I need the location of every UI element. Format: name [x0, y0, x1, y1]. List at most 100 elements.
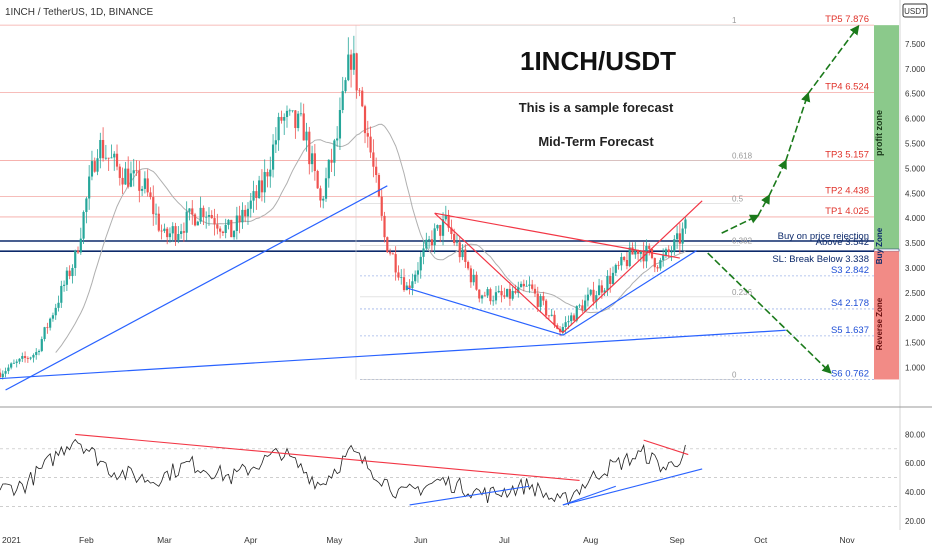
candle-body	[85, 198, 88, 213]
candle-body	[525, 285, 528, 287]
candle-body	[185, 211, 188, 233]
level-label: S5 1.637	[831, 325, 869, 336]
candle-body	[154, 213, 158, 215]
candle-body	[283, 117, 286, 121]
profit-zone-label: profit zone	[874, 110, 884, 156]
candle-body	[129, 173, 133, 187]
forecast-arrow-tp2	[757, 194, 770, 217]
candle-body	[542, 296, 545, 301]
candle-body	[492, 300, 495, 302]
candle-body	[141, 188, 144, 191]
currency-badge[interactable]	[902, 3, 928, 18]
candle-body	[199, 207, 202, 222]
candle-body	[347, 54, 350, 81]
wedge-upper-line	[434, 212, 564, 334]
candle-body	[244, 209, 247, 217]
candle-body	[280, 116, 283, 121]
candle-body	[15, 361, 18, 363]
reverse-zone-band	[874, 251, 899, 380]
candle-body	[277, 116, 280, 141]
candle-body	[291, 110, 294, 112]
candle-body	[149, 192, 152, 198]
candle-body	[241, 209, 244, 223]
candle-body	[107, 157, 110, 159]
candle-body	[349, 54, 353, 70]
candle-body	[533, 288, 537, 294]
candle-body	[32, 354, 35, 358]
time-tick-label: Sep	[670, 535, 685, 545]
candle-body	[174, 226, 177, 240]
candle-body	[76, 250, 80, 253]
candle-body	[561, 327, 564, 332]
time-tick-label: Apr	[244, 535, 257, 545]
candle-body	[656, 267, 659, 269]
osc-support-line-2	[562, 485, 616, 506]
candle-body	[118, 166, 121, 178]
candle-body	[372, 152, 375, 167]
candle-body	[636, 250, 640, 254]
candle-body	[1, 373, 4, 378]
candle-body	[550, 314, 553, 316]
osc-support-line-1	[409, 485, 530, 506]
reverse-zone-label: Reverse Zone	[875, 297, 884, 350]
candle-body	[35, 352, 38, 355]
price-tick-label: 7.000	[905, 65, 926, 74]
candle-body	[163, 228, 166, 232]
candle-body	[625, 259, 629, 267]
candle-body	[639, 251, 642, 254]
forecast-arrow-tp1	[721, 214, 760, 234]
time-tick-label: Jun	[414, 535, 428, 545]
osc-resistance-line-2	[643, 439, 689, 456]
candle-body	[191, 208, 194, 215]
level-label: SL: Break Below 3.338	[772, 254, 869, 265]
candle-body	[232, 230, 236, 238]
candle-body	[322, 198, 325, 201]
candle-body	[670, 251, 673, 253]
candle-body	[143, 178, 146, 189]
candle-body	[603, 290, 606, 293]
osc-support-line-3	[562, 468, 703, 506]
time-tick-label: Mar	[157, 535, 172, 545]
candle-body	[586, 294, 590, 301]
candle-body	[210, 215, 213, 219]
forecast-title: 1INCH/USDT	[520, 46, 676, 76]
candle-body	[464, 249, 467, 262]
time-tick-label: Oct	[754, 535, 768, 545]
candle-body	[341, 91, 344, 110]
candle-body	[597, 285, 601, 296]
candle-body	[40, 339, 43, 351]
candle-body	[572, 315, 576, 321]
candle-body	[536, 293, 539, 307]
candle-body	[430, 239, 433, 246]
price-axis-background	[900, 0, 932, 550]
candle-body	[182, 231, 186, 233]
candle-body	[57, 302, 60, 308]
candle-body	[308, 131, 311, 165]
currency-badge-label: USDT	[904, 7, 926, 16]
osc-tick-label: 20.00	[905, 517, 926, 526]
candle-body	[361, 90, 364, 107]
candle-body	[221, 231, 225, 233]
candle-body	[93, 161, 96, 172]
price-tick-label: 6.000	[905, 115, 926, 124]
falling-resistance-line	[434, 212, 680, 259]
forecast-subtitle: This is a sample forecast	[519, 100, 674, 115]
fib-label: 0.618	[732, 152, 753, 161]
candle-body	[330, 159, 333, 163]
buy-zone-label: Buy Zone	[875, 227, 884, 264]
price-tick-label: 4.500	[905, 189, 926, 198]
price-tick-label: 2.500	[905, 289, 926, 298]
candle-body	[531, 284, 534, 289]
candle-body	[146, 178, 149, 193]
candle-body	[115, 153, 119, 167]
candle-body	[659, 260, 662, 269]
candle-body	[18, 358, 21, 362]
candle-body	[673, 239, 676, 252]
forecast-arrow-tp4	[784, 91, 811, 162]
candle-body	[664, 249, 668, 256]
candle-body	[419, 256, 422, 271]
candle-body	[344, 80, 347, 92]
candle-body	[494, 292, 498, 301]
